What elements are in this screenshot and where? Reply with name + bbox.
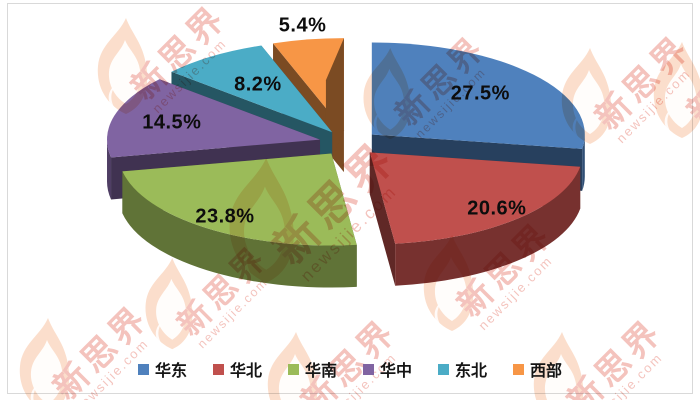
legend-item-south-china: 华南 — [287, 357, 337, 381]
legend-swatch-east-china — [137, 363, 149, 375]
legend-label-north-china: 华北 — [229, 363, 262, 380]
legend-swatch-west-china — [513, 363, 525, 375]
legend-label-south-china: 华南 — [304, 363, 337, 380]
legend-item-central-china: 华中 — [363, 357, 412, 381]
pie-slice-central-china — [107, 79, 321, 158]
slice-label-central-china: 14.5% — [142, 111, 202, 134]
legend-label-northeast-china: 东北 — [455, 363, 488, 380]
pie-slice-wall-north-china — [369, 152, 396, 286]
chart-legend: 华东 华北 华南 华中 东北 西部 — [0, 357, 700, 381]
pie-slice-east-china — [371, 42, 585, 149]
pie-slice-northeast-china — [171, 45, 333, 133]
legend-swatch-south-china — [287, 363, 299, 375]
slice-label-northeast-china: 8.2% — [234, 73, 282, 96]
legend-label-west-china: 西部 — [530, 363, 563, 380]
pie-slice-rim-east-china — [582, 134, 585, 191]
legend-item-northeast-china: 东北 — [438, 357, 487, 381]
slice-label-south-china: 23.8% — [195, 205, 255, 228]
legend-item-north-china: 华北 — [212, 357, 262, 381]
legend-label-central-china: 华中 — [380, 363, 413, 380]
legend-swatch-northeast-china — [438, 363, 450, 375]
legend-swatch-central-china — [363, 363, 374, 375]
slice-label-north-china: 20.6% — [467, 197, 527, 220]
slice-label-east-china: 27.5% — [450, 82, 510, 105]
legend-item-east-china: 华东 — [137, 357, 187, 381]
pie-slice-rim-central-china — [107, 139, 112, 200]
legend-label-east-china: 华东 — [154, 363, 187, 380]
legend-item-west-china: 西部 — [513, 357, 562, 381]
chart-border — [7, 3, 693, 394]
legend-swatch-north-china — [212, 363, 224, 375]
pie-slice-north-china — [369, 152, 581, 244]
slice-label-west-china: 5.4% — [278, 14, 327, 37]
